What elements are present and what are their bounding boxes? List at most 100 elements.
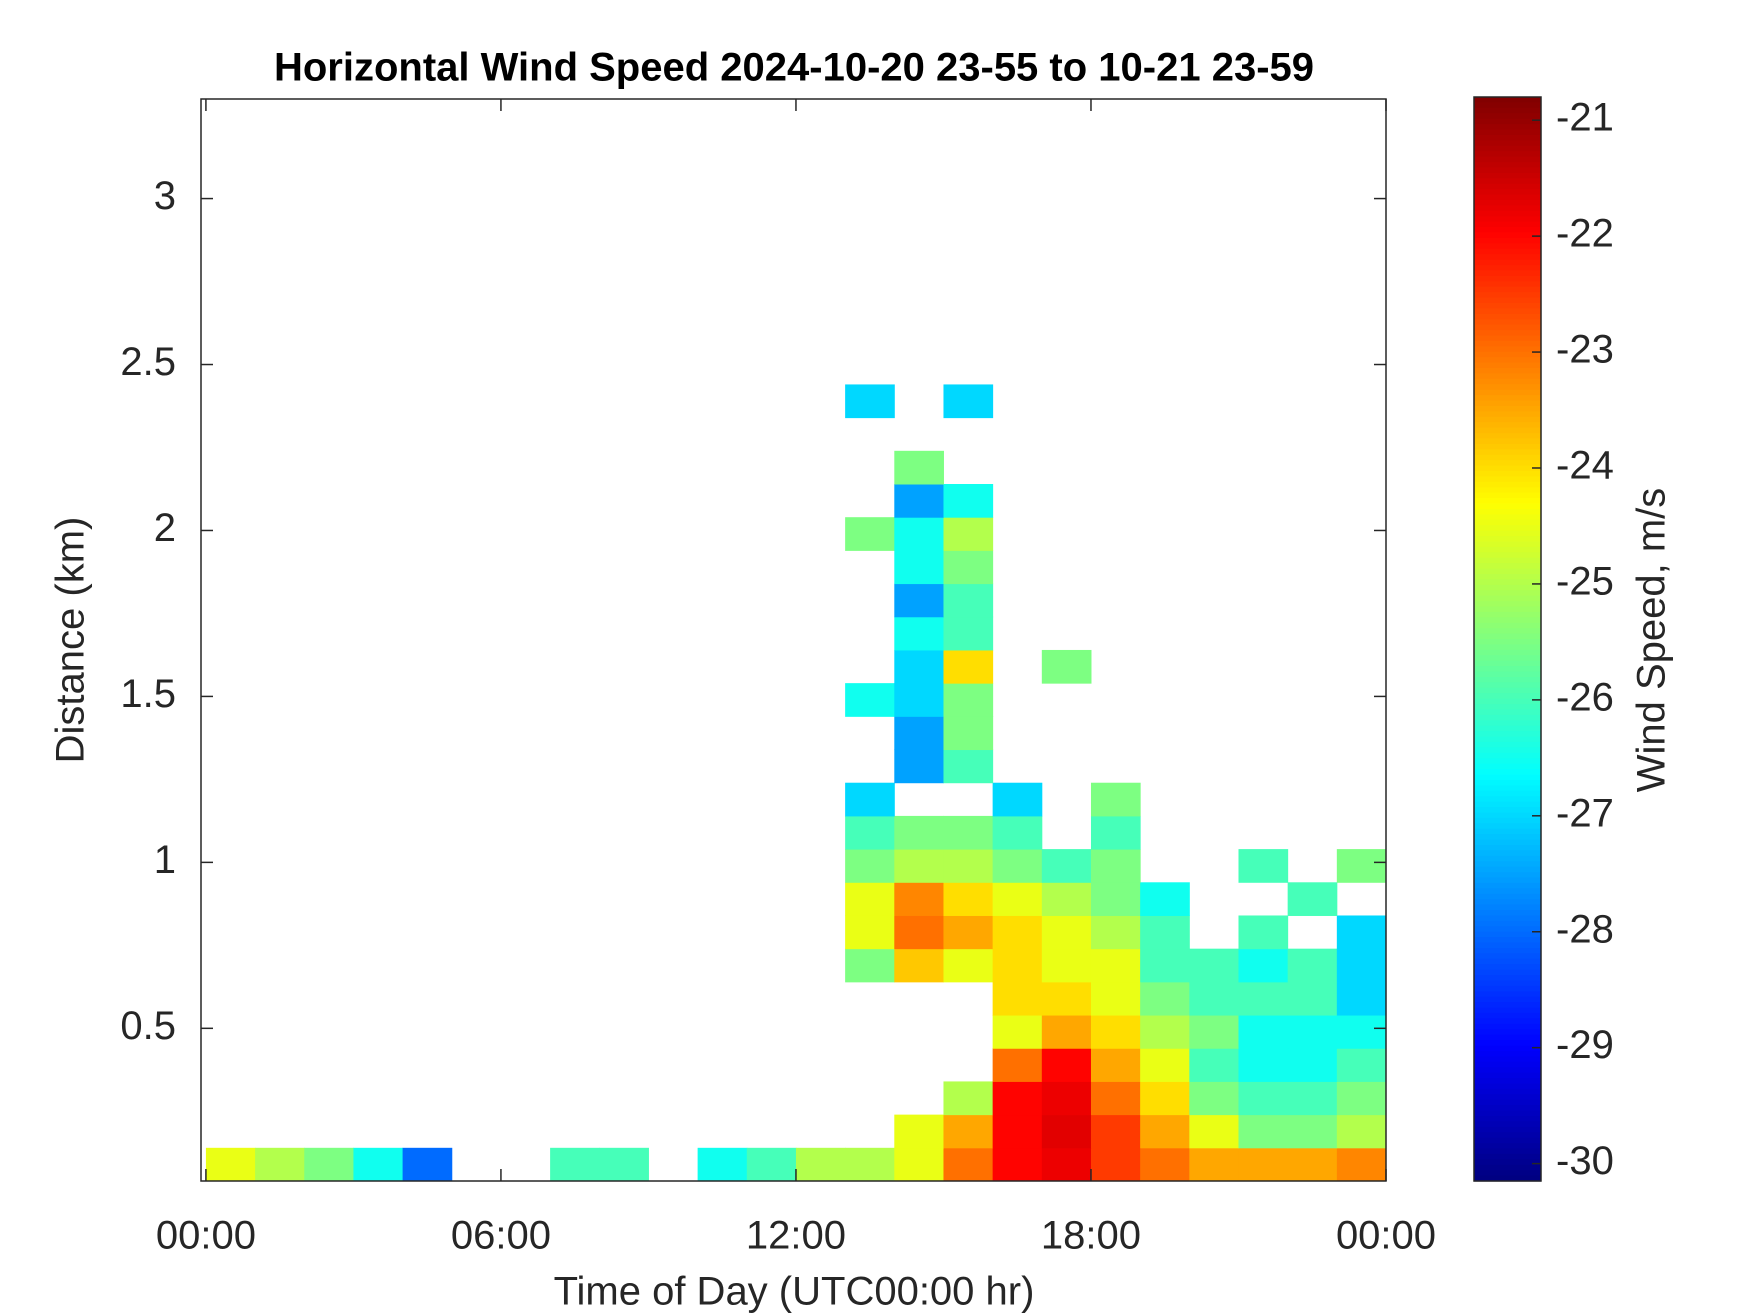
colorbar-swatch [1474, 492, 1541, 499]
colorbar-swatch [1474, 503, 1541, 510]
heatmap-cell [894, 450, 944, 485]
heatmap-cell [1090, 1147, 1141, 1182]
colorbar-swatch [1474, 487, 1541, 494]
colorbar-swatch [1474, 275, 1541, 282]
colorbar-swatch [1474, 460, 1541, 467]
colorbar-swatch [1474, 693, 1541, 700]
heatmap-cell [894, 948, 944, 983]
colorbar-swatch [1474, 557, 1541, 564]
colorbar-swatch [1474, 156, 1541, 163]
colorbar-swatch [1474, 1050, 1541, 1057]
colorbar-swatch [1474, 330, 1541, 337]
colorbar-swatch [1474, 162, 1541, 169]
heatmap-cell [1238, 1114, 1289, 1149]
colorbar-swatch [1474, 1023, 1541, 1030]
colorbar-swatch [1474, 601, 1541, 608]
heatmap-cell [1287, 882, 1338, 916]
colorbar-swatch [1474, 769, 1541, 776]
colorbar-swatch [1474, 438, 1541, 445]
colorbar-swatch [1474, 947, 1541, 954]
heatmap-cell [353, 1147, 404, 1182]
heatmap-cell [845, 948, 895, 983]
heatmap-cell [943, 517, 994, 551]
colorbar-swatch [1474, 1067, 1541, 1074]
colorbar-tick-label: -26 [1556, 675, 1614, 719]
heatmap-cell [1189, 948, 1239, 983]
colorbar-tick-label: -24 [1556, 444, 1614, 488]
colorbar-swatch [1474, 395, 1541, 402]
colorbar-swatch [1474, 335, 1541, 342]
heatmap-cell [894, 716, 944, 751]
heatmap-cell [992, 849, 1043, 883]
y-tick-label: 2 [154, 506, 176, 550]
colorbar-swatch [1474, 861, 1541, 868]
heatmap-cell [1140, 981, 1190, 1016]
heatmap-cell [1189, 1081, 1239, 1116]
colorbar-swatch [1474, 926, 1541, 933]
colorbar-swatch [1474, 514, 1541, 521]
x-tick-label: 12:00 [746, 1214, 846, 1258]
colorbar-swatch [1474, 633, 1541, 640]
heatmap-cell [992, 948, 1043, 983]
colorbar-swatch [1474, 720, 1541, 727]
colorbar-swatch [1474, 899, 1541, 906]
heatmap-cell [1140, 948, 1190, 983]
colorbar-swatch [1474, 573, 1541, 580]
colorbar-swatch [1474, 676, 1541, 683]
heatmap-cell [1189, 1114, 1239, 1149]
heatmap-cell [943, 616, 994, 651]
colorbar-swatch [1474, 991, 1541, 998]
colorbar-swatch [1474, 611, 1541, 618]
colorbar-swatch [1474, 709, 1541, 716]
colorbar-swatch [1474, 384, 1541, 391]
colorbar-swatch [1474, 812, 1541, 819]
colorbar-swatch [1474, 910, 1541, 917]
heatmap-cell [1090, 1015, 1141, 1049]
colorbar-swatch [1474, 378, 1541, 385]
heatmap-cell [1041, 649, 1092, 684]
colorbar-swatch [1474, 1143, 1541, 1150]
colorbar-swatch [1474, 758, 1541, 765]
colorbar-swatch [1474, 1083, 1541, 1090]
colorbar-swatch [1474, 302, 1541, 309]
heatmap-cell [1238, 1081, 1289, 1116]
colorbar-swatch [1474, 747, 1541, 754]
colorbar-swatch [1474, 741, 1541, 748]
x-tick-label: 18:00 [1041, 1214, 1141, 1258]
heatmap-cell [992, 782, 1043, 817]
colorbar-tick-label: -28 [1556, 907, 1614, 951]
colorbar-swatch [1474, 1121, 1541, 1128]
heatmap-cell [1336, 849, 1387, 883]
colorbar-swatch [1474, 855, 1541, 862]
colorbar-swatch [1474, 508, 1541, 515]
colorbar-swatch [1474, 785, 1541, 792]
y-tick-label: 0.5 [120, 1004, 176, 1048]
colorbar-swatch [1474, 568, 1541, 575]
colorbar-swatch [1474, 443, 1541, 450]
colorbar-tick-label: -29 [1556, 1023, 1614, 1067]
heatmap-cell [845, 782, 895, 817]
colorbar-tick-label: -30 [1556, 1139, 1614, 1183]
colorbar-swatch [1474, 265, 1541, 272]
colorbar-swatch [1474, 801, 1541, 808]
colorbar-swatch [1474, 964, 1541, 971]
colorbar-swatch [1474, 297, 1541, 304]
colorbar-swatch [1474, 259, 1541, 266]
y-tick-label: 3 [154, 174, 176, 218]
heatmap-cell [550, 1147, 600, 1182]
heatmap-cell [943, 1081, 994, 1116]
colorbar-swatch [1474, 937, 1541, 944]
colorbar-swatch [1474, 346, 1541, 353]
colorbar-swatch [1474, 969, 1541, 976]
colorbar-swatch [1474, 622, 1541, 629]
colorbar-swatch [1474, 498, 1541, 505]
colorbar-swatch [1474, 145, 1541, 152]
heatmap-cell [894, 749, 944, 784]
colorbar-swatch [1474, 920, 1541, 927]
colorbar-tick-label: -23 [1556, 328, 1614, 372]
heatmap-cell [1336, 1015, 1387, 1049]
colorbar-swatch [1474, 525, 1541, 532]
colorbar-swatch [1474, 422, 1541, 429]
colorbar-swatch [1474, 628, 1541, 635]
colorbar-swatch [1474, 1061, 1541, 1068]
